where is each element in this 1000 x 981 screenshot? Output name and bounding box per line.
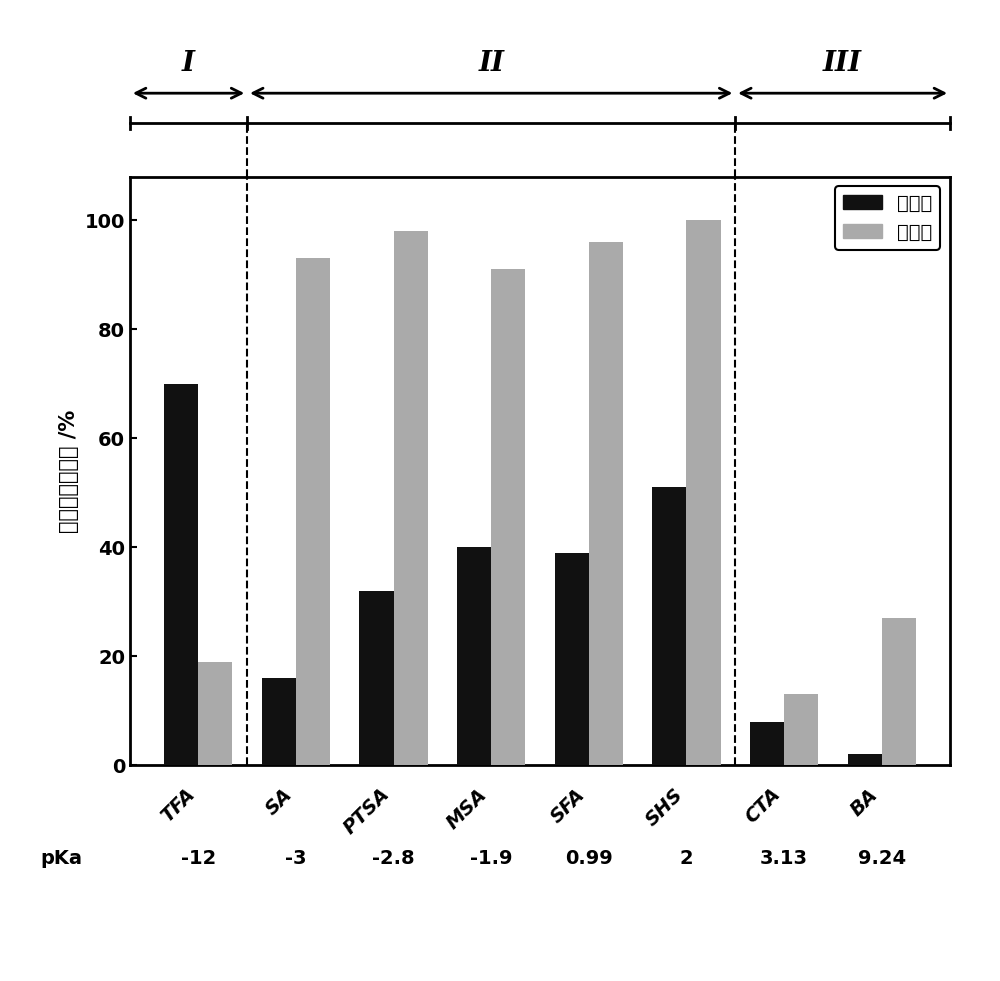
Bar	[394, 232, 428, 765]
Bar	[848, 754, 882, 765]
Bar	[491, 269, 525, 765]
Text: TFA: TFA	[157, 785, 198, 826]
Text: -12: -12	[181, 849, 216, 868]
Bar	[262, 678, 296, 765]
Bar	[750, 722, 784, 765]
Bar	[882, 618, 916, 765]
Text: 0.99: 0.99	[565, 849, 613, 868]
Text: I: I	[182, 50, 195, 77]
Text: 3.13: 3.13	[760, 849, 808, 868]
Text: MSA: MSA	[443, 785, 491, 833]
Bar	[555, 552, 589, 765]
Text: II: II	[478, 50, 504, 77]
Bar	[359, 591, 394, 765]
Text: pKa: pKa	[40, 849, 82, 868]
Legend: 转化率, 选择性: 转化率, 选择性	[835, 186, 940, 249]
Text: CTA: CTA	[742, 785, 784, 827]
Text: PTSA: PTSA	[340, 785, 394, 839]
Text: -2.8: -2.8	[372, 849, 415, 868]
Text: SFA: SFA	[547, 785, 589, 827]
Bar	[198, 661, 232, 765]
Bar	[652, 488, 686, 765]
Y-axis label: 转化率和选择性 /%: 转化率和选择性 /%	[59, 409, 79, 533]
Bar	[589, 242, 623, 765]
Bar	[784, 695, 818, 765]
Text: 2: 2	[680, 849, 693, 868]
Bar	[296, 258, 330, 765]
Text: -3: -3	[285, 849, 307, 868]
Text: SA: SA	[262, 785, 296, 819]
Bar	[457, 547, 491, 765]
Bar	[686, 220, 721, 765]
Bar	[164, 384, 198, 765]
Text: BA: BA	[847, 785, 882, 819]
Text: SHS: SHS	[642, 785, 686, 830]
Text: 9.24: 9.24	[858, 849, 906, 868]
Text: -1.9: -1.9	[470, 849, 512, 868]
Text: III: III	[823, 50, 862, 77]
